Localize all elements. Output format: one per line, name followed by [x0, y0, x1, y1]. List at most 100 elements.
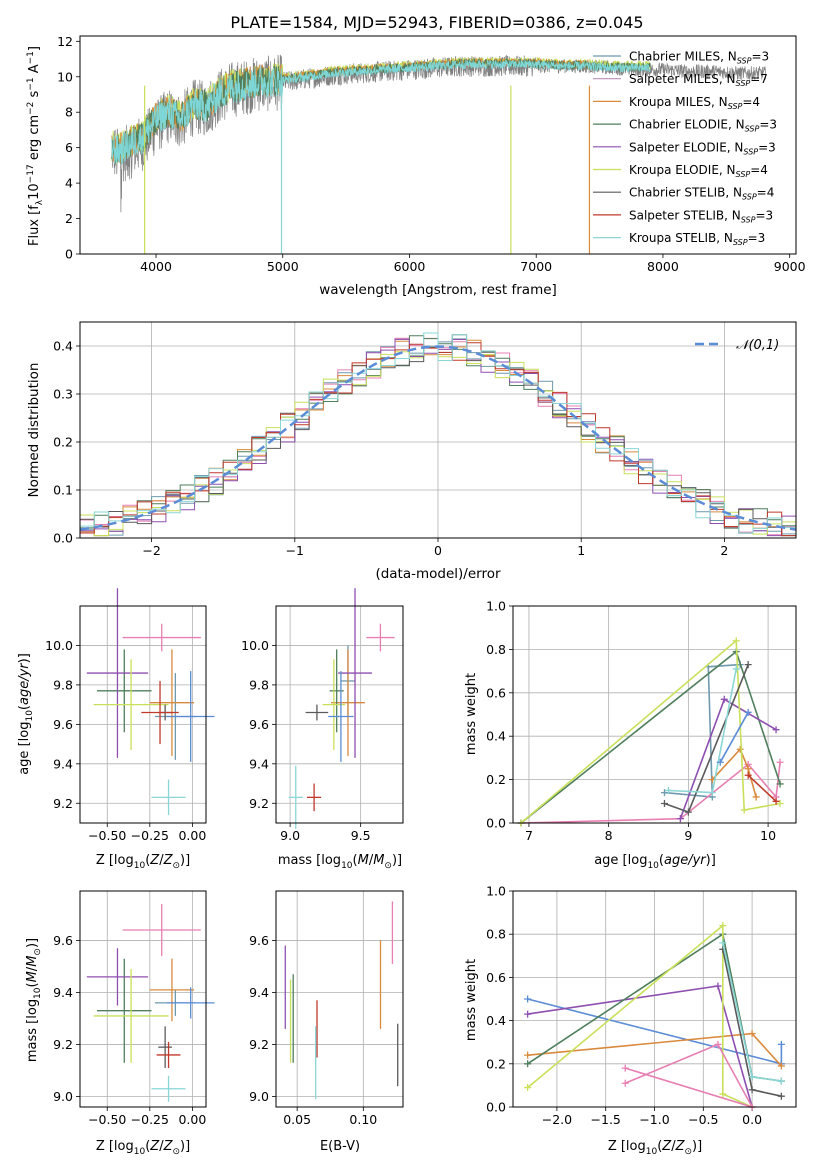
x-tick-label: −0.5: [688, 1112, 718, 1127]
error-bar-point: [288, 765, 303, 829]
error-bar-point: [328, 671, 354, 762]
label-part: ⊙: [172, 1147, 180, 1157]
weight-marker: [752, 793, 760, 801]
y-tick-label: 9.2: [249, 1037, 269, 1052]
y-tick-label: 1.0: [486, 599, 506, 614]
label-part: /: [159, 853, 164, 868]
legend-label: Kroupa MILES, NSSP=4: [629, 95, 760, 111]
weight-marker: [732, 637, 740, 645]
legend-sub: SSP: [736, 79, 751, 88]
error-bar-point: [122, 904, 201, 957]
label-part: M: [358, 853, 369, 868]
weight-marker: [719, 1090, 727, 1098]
model-spectrum-line: [111, 59, 651, 164]
x-tick-label: 0.00: [178, 828, 206, 843]
legend-text: =4: [750, 163, 768, 177]
legend-text: Salpeter STELIB, N: [629, 208, 741, 222]
weight-ylabel: mass weight: [464, 959, 479, 1041]
legend-text: =3: [748, 231, 766, 245]
x-tick-label: −1.0: [639, 1112, 669, 1127]
x-tick-label: −2.0: [542, 1112, 572, 1127]
label-part: )]: [17, 653, 32, 663]
label-part: Z: [163, 1139, 174, 1154]
legend-label: Kroupa STELIB, NSSP=3: [629, 231, 765, 247]
y-tick-label: 0.1: [53, 483, 73, 498]
x-tick-label: 0.05: [283, 1112, 311, 1127]
x-tick-label: 2: [720, 543, 728, 558]
error-bar-point: [122, 623, 201, 652]
legend-text: =4: [742, 95, 760, 109]
x-tick-label: 9.0: [280, 828, 300, 843]
weight-marker: [732, 665, 740, 673]
y-tick-label: 1.0: [486, 884, 506, 899]
label-part: Flux [f: [27, 205, 42, 246]
axes-Z_vs_mass: −0.50 −0.25 0.00 9.0 9.2 9.4 9.6: [53, 891, 206, 1127]
legend-text: Kroupa MILES, N: [629, 95, 728, 109]
x-tick-label: 0.0: [742, 1112, 762, 1127]
weight-marker: [748, 1073, 756, 1081]
weight-marker: [524, 995, 532, 1003]
label-part: Z [log: [96, 1139, 134, 1154]
weight-ylabel: mass weight: [464, 673, 479, 755]
age-axis-ylabel: age [log10(age/yr)]: [17, 653, 35, 775]
x-tick-label: 6000: [394, 259, 426, 274]
weight-marker: [719, 939, 727, 947]
y-tick-label: 2: [65, 211, 73, 226]
label-part: ⊙: [33, 948, 43, 956]
histogram-xlabel: (data-model)/error: [375, 566, 501, 582]
weight-marker: [744, 771, 752, 779]
mass-axis-label: mass [log10(M/M⊙)]: [278, 853, 402, 871]
label-part: M: [373, 853, 384, 868]
y-tick-label: 6: [65, 140, 73, 155]
legend-sub: SSP: [737, 57, 752, 66]
label-part: 10: [646, 1147, 658, 1157]
y-tick-label: 9.8: [249, 677, 269, 692]
legend-text: =3: [759, 118, 777, 132]
weight-line: [747, 774, 777, 802]
weight-marker: [660, 799, 668, 807]
legend-text: Chabrier STELIB, N: [629, 186, 742, 200]
weight-marker: [777, 1040, 785, 1048]
label-part: mass [log: [278, 853, 341, 868]
x-tick-label: −2: [142, 543, 160, 558]
error-bar-point: [97, 649, 152, 733]
weight-marker: [719, 945, 727, 953]
label-part: )]: [706, 853, 716, 868]
error-bar-point: [156, 1041, 181, 1068]
y-tick-label: 9.0: [53, 1089, 73, 1104]
x-tick-label: −0.25: [131, 828, 169, 843]
error-bar-point: [97, 958, 152, 1063]
weight-marker: [524, 1010, 532, 1018]
y-tick-label: 9.0: [249, 1089, 269, 1104]
label-part: ]: [27, 46, 42, 51]
y-tick-label: 4: [65, 176, 73, 191]
x-tick-label: 8: [605, 828, 613, 843]
legend-text: =7: [750, 72, 768, 86]
y-tick-label: 9.6: [53, 717, 73, 732]
label-part: age [log: [594, 853, 647, 868]
weight-marker: [664, 786, 672, 794]
z-axis-label: Z [log10(Z/Z⊙)]: [96, 853, 190, 871]
weight-marker: [621, 1064, 629, 1072]
y-tick-label: 12: [57, 34, 73, 49]
error-bar-point: [86, 588, 149, 758]
y-tick-label: 0.4: [486, 729, 506, 744]
y-tick-label: 0.0: [486, 1100, 506, 1115]
legend-text: Salpeter MILES, N: [629, 72, 736, 86]
weight-marker: [776, 758, 784, 766]
label-part: −2: [26, 102, 36, 115]
legend-label: Salpeter ELODIE, NSSP=3: [629, 140, 776, 156]
label-part: (: [659, 853, 664, 868]
legend-text: =3: [758, 140, 776, 154]
x-tick-label: 1: [577, 543, 585, 558]
y-tick-label: 0.4: [486, 1013, 506, 1028]
weight-marker: [714, 982, 722, 990]
x-tick-label: −0.50: [88, 828, 126, 843]
weight-marker: [772, 797, 780, 805]
y-tick-label: 0.3: [53, 387, 73, 402]
z-axis-label: Z [log10(Z/Z⊙)]: [608, 1139, 702, 1157]
label-part: M: [25, 956, 40, 967]
y-tick-label: 9.6: [249, 717, 269, 732]
y-tick-label: 0.0: [486, 816, 506, 831]
weight-marker: [776, 780, 784, 788]
